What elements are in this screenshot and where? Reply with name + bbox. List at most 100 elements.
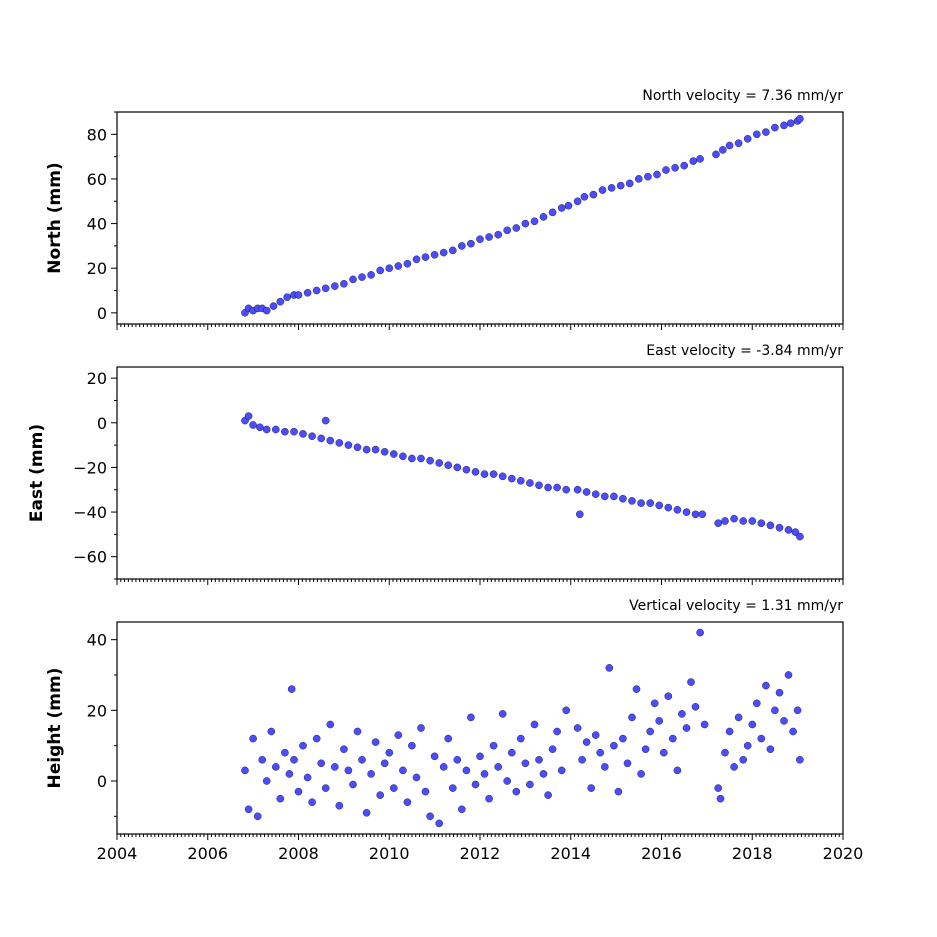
height-data-point — [517, 734, 525, 743]
height-data-point — [530, 720, 539, 729]
east-data-point — [796, 532, 804, 541]
north-data-point — [458, 242, 466, 250]
north-data-point — [376, 266, 384, 275]
east-data-point — [462, 465, 471, 474]
north-data-point — [589, 190, 598, 199]
north-y-tick-label: 40 — [87, 215, 107, 234]
height-x-tick-label: 2008 — [278, 844, 319, 863]
east-data-point — [655, 501, 663, 510]
east-data-point — [775, 523, 784, 532]
north-data-point — [607, 184, 616, 192]
east-data-point — [682, 508, 691, 516]
height-data-point — [641, 745, 650, 753]
height-data-point — [734, 713, 743, 722]
east-data-point — [344, 441, 353, 449]
east-data-point — [353, 443, 362, 452]
east-data-point — [489, 470, 498, 478]
east-data-point — [562, 485, 570, 494]
north-data-point — [412, 255, 421, 264]
east-x-axis — [116, 579, 844, 585]
height-data-point — [762, 681, 770, 690]
height-data-point — [276, 794, 285, 803]
east-data-point — [508, 474, 516, 483]
height-data-point — [730, 763, 738, 771]
east-data-point — [335, 439, 344, 447]
height-data-point — [743, 741, 752, 750]
east-data-point — [673, 506, 682, 514]
north-panel: 0 20 40 60 80 North velocity = 7.36 mm/yr No… — [45, 88, 844, 330]
height-x-tick-label: 2016 — [641, 844, 682, 863]
height-y-tick-label: 20 — [87, 701, 107, 720]
height-data-point — [262, 777, 271, 785]
north-data-point — [671, 164, 679, 172]
east-data-point — [691, 510, 700, 519]
height-data-point — [748, 720, 757, 729]
height-x-tick-label: 2020 — [823, 844, 864, 863]
north-data-point — [625, 179, 634, 188]
height-data-point — [353, 727, 362, 736]
east-data-point — [730, 514, 738, 523]
height-data-point — [267, 727, 276, 736]
north-y-tick-label: 20 — [87, 259, 107, 278]
height-data-point — [650, 699, 659, 708]
height-data-point — [380, 759, 389, 768]
east-data-point — [766, 521, 775, 530]
north-y-tick-label: 0 — [97, 304, 107, 323]
east-data-point — [619, 494, 627, 503]
east-data-point — [453, 463, 462, 472]
east-data-points — [241, 412, 804, 541]
height-data-point — [587, 784, 595, 792]
east-data-point — [371, 445, 380, 454]
height-data-point — [757, 734, 766, 743]
north-data-point — [358, 273, 366, 281]
east-data-point — [601, 492, 609, 501]
height-data-point — [796, 756, 804, 764]
height-data-point — [700, 720, 709, 729]
height-data-point — [453, 756, 462, 764]
height-data-point — [489, 741, 498, 750]
height-data-point — [503, 777, 511, 785]
height-data-point — [435, 819, 443, 828]
north-data-point — [743, 135, 752, 143]
east-data-point — [517, 477, 525, 485]
height-data-point — [508, 748, 516, 757]
height-data-point — [344, 766, 353, 775]
north-data-point — [421, 253, 430, 261]
height-data-point — [426, 812, 434, 821]
north-data-point — [269, 302, 278, 310]
height-data-point — [358, 756, 366, 764]
height-data-point — [553, 727, 561, 736]
height-data-point — [632, 685, 641, 693]
height-data-point — [444, 734, 452, 743]
north-data-point — [349, 275, 357, 284]
east-data-point — [714, 519, 722, 527]
height-data-point — [287, 685, 296, 693]
north-data-point — [283, 293, 291, 301]
height-data-point — [421, 787, 430, 796]
north-data-point — [467, 239, 475, 248]
height-data-point — [628, 713, 636, 722]
height-data-point — [573, 724, 582, 732]
east-data-point — [739, 517, 747, 525]
east-data-point — [380, 448, 389, 456]
height-data-point — [253, 812, 262, 821]
vertical-velocity-title: Vertical velocity = 1.31 mm/yr — [629, 598, 843, 614]
height-data-point — [430, 752, 439, 761]
east-data-point — [553, 483, 561, 492]
height-data-point — [371, 738, 380, 746]
east-data-point — [471, 468, 480, 476]
height-y-axis-label: Height (mm) — [45, 668, 65, 789]
height-data-point — [582, 738, 591, 746]
east-data-point — [535, 481, 543, 490]
east-y-axis-label: East (mm) — [27, 424, 47, 522]
height-data-point — [739, 756, 747, 764]
east-data-point — [417, 454, 425, 463]
height-data-point — [714, 784, 722, 792]
north-data-point — [564, 201, 573, 210]
north-data-point — [476, 235, 484, 243]
height-data-point — [290, 756, 298, 764]
north-data-point — [340, 280, 348, 288]
height-data-point — [562, 706, 570, 715]
height-data-point — [308, 798, 316, 806]
height-data-point — [340, 745, 348, 753]
